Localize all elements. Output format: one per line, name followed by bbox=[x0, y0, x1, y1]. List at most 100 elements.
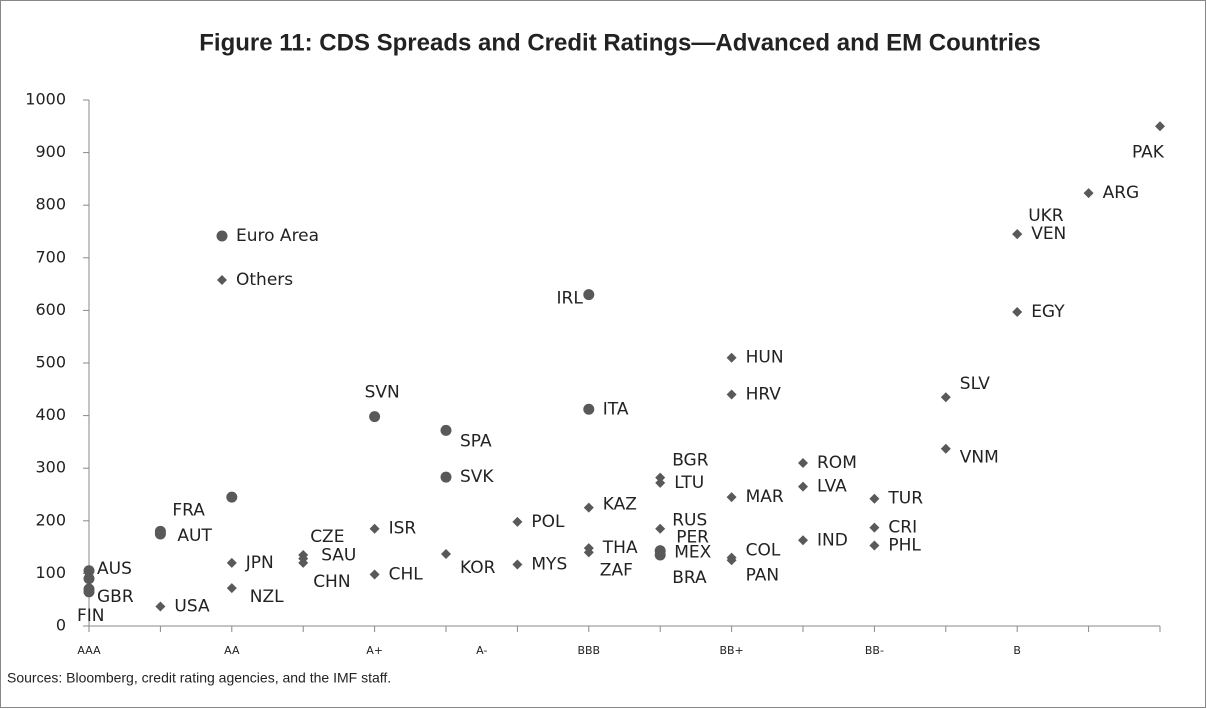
y-tick-label: 600 bbox=[35, 300, 66, 319]
point-label: PAN bbox=[746, 565, 780, 585]
point bbox=[369, 569, 380, 580]
point-label: PHL bbox=[888, 536, 921, 556]
point-label: IND bbox=[817, 530, 848, 550]
point bbox=[1083, 188, 1094, 199]
x-tick-label: BB- bbox=[865, 644, 884, 657]
point bbox=[726, 555, 737, 566]
point-label: TUR bbox=[887, 489, 923, 509]
point-label: POL bbox=[531, 512, 565, 532]
x-tick-label: BBB bbox=[577, 644, 600, 657]
y-tick-label: 100 bbox=[35, 563, 66, 582]
point-label: SPA bbox=[460, 431, 492, 451]
point bbox=[369, 411, 381, 423]
point-label: THA bbox=[602, 538, 638, 558]
point bbox=[226, 491, 238, 503]
point-label: COL bbox=[746, 541, 781, 561]
legend-label: Others bbox=[236, 270, 293, 290]
point-label: ROM bbox=[817, 453, 857, 473]
point-label: FIN bbox=[77, 606, 105, 626]
y-tick-label: 200 bbox=[35, 510, 66, 529]
point-label: CZE bbox=[310, 527, 344, 547]
point bbox=[798, 535, 808, 546]
point bbox=[798, 481, 808, 492]
point-label: PAK bbox=[1132, 142, 1165, 162]
source-note: Sources: Bloomberg, credit rating agenci… bbox=[7, 670, 391, 686]
y-tick-label: 500 bbox=[35, 353, 66, 372]
point-label: MEX bbox=[674, 542, 711, 562]
point bbox=[1012, 229, 1023, 240]
point bbox=[155, 601, 166, 612]
point bbox=[83, 565, 95, 577]
point-label: ARG bbox=[1103, 183, 1140, 203]
point bbox=[1012, 306, 1023, 317]
point bbox=[154, 528, 166, 540]
point-label: PER bbox=[676, 528, 709, 548]
y-tick-label: 900 bbox=[35, 142, 66, 161]
point bbox=[726, 352, 737, 363]
point bbox=[440, 471, 452, 483]
y-tick-label: 400 bbox=[35, 405, 66, 424]
point bbox=[512, 559, 523, 570]
point bbox=[83, 573, 95, 585]
point bbox=[583, 547, 594, 558]
point-label: KOR bbox=[460, 558, 496, 578]
point bbox=[726, 389, 737, 400]
point-label: JPN bbox=[245, 553, 274, 573]
point bbox=[298, 557, 309, 568]
point-label: SVK bbox=[460, 467, 494, 487]
x-tick-label: A- bbox=[476, 644, 487, 657]
point bbox=[726, 492, 737, 503]
point-label: BGR bbox=[672, 451, 709, 471]
point-label: SAU bbox=[321, 546, 356, 566]
point bbox=[869, 493, 880, 504]
point-label: ISR bbox=[389, 519, 417, 539]
point-label: SLV bbox=[960, 374, 990, 394]
point-label: CHL bbox=[389, 564, 424, 584]
point-label: RUS bbox=[672, 511, 707, 531]
point bbox=[583, 289, 595, 301]
point bbox=[940, 443, 951, 454]
chart-title: Figure 11: CDS Spreads and Credit Rating… bbox=[199, 29, 1041, 56]
point bbox=[655, 477, 666, 488]
point bbox=[1155, 121, 1165, 132]
point-label: CRI bbox=[888, 518, 917, 538]
point-label: VNM bbox=[960, 448, 999, 468]
point-label: ZAF bbox=[600, 560, 633, 580]
point-label: EGY bbox=[1031, 302, 1065, 322]
point-label: CHN bbox=[313, 572, 350, 592]
x-tick-label: BB+ bbox=[719, 644, 743, 657]
point-label: USA bbox=[174, 597, 210, 617]
point bbox=[655, 549, 666, 560]
point bbox=[512, 516, 523, 527]
point-label: HUN bbox=[746, 348, 784, 368]
point bbox=[655, 523, 666, 534]
point-label: ITA bbox=[603, 399, 629, 419]
point-label: NZL bbox=[250, 587, 284, 607]
point-label: AUT bbox=[177, 526, 212, 546]
point-label: HRV bbox=[746, 385, 782, 405]
point-label: IRL bbox=[557, 289, 584, 309]
y-tick-label: 1000 bbox=[25, 90, 66, 109]
legend-label: Euro Area bbox=[236, 226, 319, 246]
point bbox=[869, 522, 880, 533]
point-label: AUS bbox=[97, 559, 132, 579]
point bbox=[583, 502, 594, 513]
y-tick-label: 0 bbox=[56, 616, 66, 635]
point-label: KAZ bbox=[603, 495, 637, 515]
x-tick-label: B bbox=[1013, 644, 1021, 657]
point bbox=[583, 403, 595, 415]
point-label: FRA bbox=[172, 500, 205, 520]
point bbox=[440, 424, 452, 436]
y-tick-label: 700 bbox=[35, 247, 66, 266]
point-label: VEN bbox=[1031, 224, 1066, 244]
point bbox=[940, 392, 951, 403]
point bbox=[83, 586, 95, 598]
x-tick-label: AAA bbox=[77, 644, 101, 657]
legend-marker bbox=[216, 230, 228, 242]
point-label: LVA bbox=[817, 477, 847, 497]
legend-marker bbox=[217, 275, 227, 285]
point-label: BRA bbox=[672, 568, 707, 588]
point bbox=[226, 583, 237, 594]
